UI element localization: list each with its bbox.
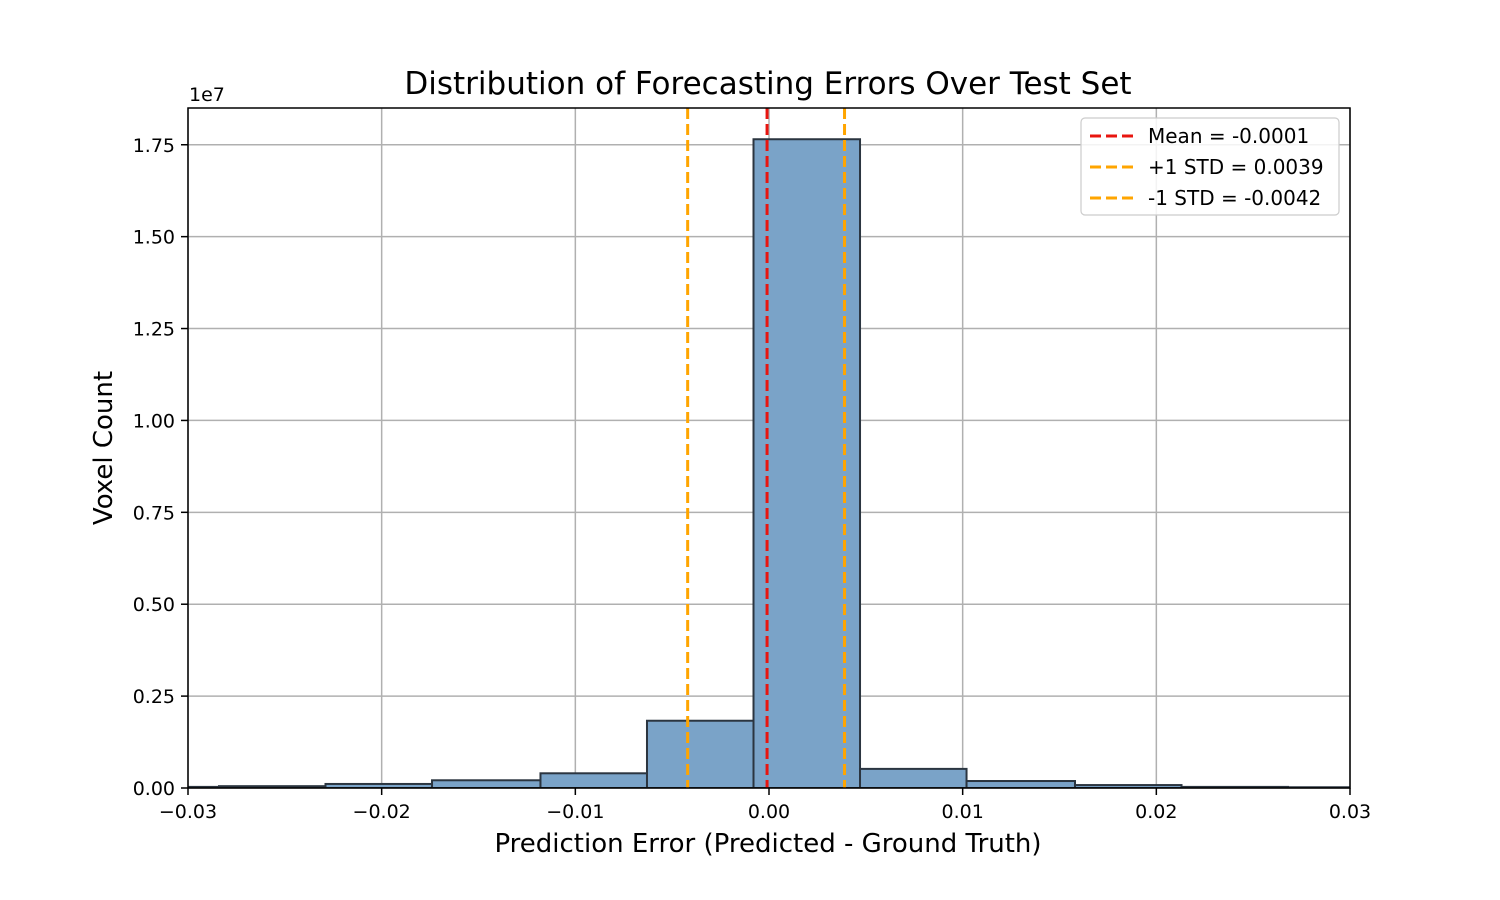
y-tick-label: 0.50 (133, 594, 175, 616)
histogram-bars (188, 138, 1350, 788)
histogram-bar (431, 779, 542, 788)
legend-item-plus-std: +1 STD = 0.0039 (1148, 155, 1324, 179)
x-tick-label: 0.01 (942, 801, 984, 823)
chart-title: Distribution of Forecasting Errors Over … (404, 66, 1131, 102)
y-tick-label: 0.75 (133, 502, 175, 524)
y-tick-label: 0.25 (133, 686, 175, 708)
histogram-bar (965, 780, 1076, 788)
legend-item-mean: Mean = -0.0001 (1148, 124, 1309, 148)
x-axis-label: Prediction Error (Predicted - Ground Tru… (494, 829, 1041, 859)
y-tick-label: 1.75 (133, 135, 175, 157)
histogram-bar (539, 772, 648, 788)
x-tick-label: 0.02 (1135, 801, 1177, 823)
y-axis-ticks: 0.00 0.25 0.50 0.75 1.00 1.25 1.50 1.75 (133, 135, 188, 800)
y-tick-label: 1.25 (133, 319, 175, 341)
x-axis-ticks: −0.03 −0.02 −0.01 0.00 0.01 0.02 0.03 (159, 788, 1371, 823)
y-tick-label: 0.00 (133, 778, 175, 800)
y-scale-label: 1e7 (189, 84, 225, 106)
histogram-bar (752, 138, 862, 788)
x-tick-label: 0.00 (748, 801, 790, 823)
y-tick-label: 1.50 (133, 227, 175, 249)
histogram-bar (645, 719, 755, 788)
x-tick-label: −0.03 (159, 801, 217, 823)
reference-lines (686, 108, 847, 788)
x-tick-label: −0.01 (546, 801, 604, 823)
x-tick-label: 0.03 (1329, 801, 1371, 823)
histogram-bar (859, 767, 968, 788)
legend-item-minus-std: -1 STD = -0.0042 (1148, 186, 1321, 210)
legend: Mean = -0.0001 +1 STD = 0.0039 -1 STD = -0… (1080, 117, 1340, 216)
y-tick-label: 1.00 (133, 410, 175, 432)
legend-box (1080, 117, 1340, 216)
y-axis-label: Voxel Count (89, 371, 119, 525)
x-tick-label: −0.02 (353, 801, 411, 823)
